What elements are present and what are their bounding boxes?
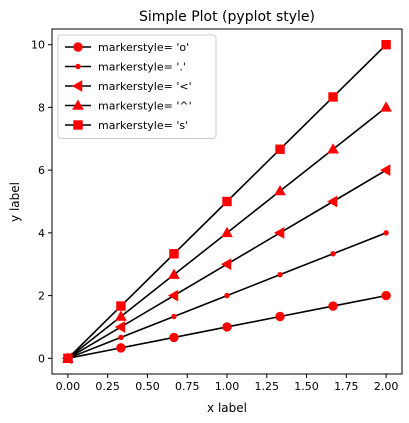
x-tick-label: 0.00 bbox=[56, 380, 81, 393]
y-tick-label: 8 bbox=[38, 101, 45, 114]
x-tick-label: 1.50 bbox=[294, 380, 319, 393]
data-point-circle bbox=[169, 332, 179, 343]
x-tick-label: 1.00 bbox=[215, 380, 240, 393]
legend-box bbox=[57, 34, 217, 139]
x-tick-label: 0.25 bbox=[95, 380, 120, 393]
data-point-square bbox=[222, 196, 232, 207]
x-tick-label: 0.50 bbox=[135, 380, 160, 393]
legend-label: markerstyle= 's' bbox=[98, 119, 188, 132]
data-point-circle bbox=[275, 311, 285, 322]
y-tick-label: 10 bbox=[31, 39, 45, 52]
legend-marker-point bbox=[75, 63, 81, 70]
data-point-triangle-up bbox=[221, 226, 233, 238]
data-point-triangle-up bbox=[168, 268, 180, 279]
data-point-point bbox=[171, 313, 177, 320]
data-point-triangle-left bbox=[167, 289, 179, 302]
y-tick-label: 4 bbox=[38, 227, 45, 240]
data-point-circle bbox=[116, 343, 126, 353]
data-point-square bbox=[381, 39, 391, 50]
legend-marker-circle bbox=[73, 42, 83, 52]
data-point-square bbox=[169, 249, 179, 259]
data-point-triangle-left bbox=[114, 321, 126, 333]
data-point-triangle-up bbox=[380, 101, 392, 112]
x-tick-label: 1.25 bbox=[255, 380, 280, 393]
data-point-triangle-up bbox=[327, 143, 339, 154]
data-point-circle bbox=[222, 322, 232, 332]
y-tick-label: 0 bbox=[38, 352, 45, 365]
data-point-square bbox=[275, 144, 285, 154]
legend-label: markerstyle= '<' bbox=[98, 80, 192, 93]
x-axis-label: x label bbox=[207, 401, 247, 415]
data-point-triangle-up bbox=[115, 310, 127, 321]
x-tick-label: 2.00 bbox=[374, 380, 399, 393]
y-axis-label: y label bbox=[8, 182, 22, 222]
y-tick-label: 2 bbox=[38, 290, 45, 303]
chart-title: Simple Plot (pyplot style) bbox=[139, 9, 315, 25]
x-tick-label: 0.75 bbox=[175, 380, 200, 393]
plot-area: 0.00 0.25 0.50 0.75 1.00 1.25 1.50 1.75 2.00 0 2 4 6… bbox=[31, 28, 403, 393]
data-point-point bbox=[224, 292, 230, 299]
legend-label: markerstyle= '^' bbox=[98, 100, 192, 113]
x-tick-label: 1.75 bbox=[334, 380, 359, 393]
data-point-point bbox=[383, 230, 389, 236]
data-point-triangle-left bbox=[380, 164, 391, 176]
legend-label: markerstyle= '.' bbox=[98, 61, 186, 74]
data-point-square bbox=[328, 92, 338, 102]
data-point-circle bbox=[381, 290, 391, 301]
data-point-point bbox=[277, 271, 283, 278]
data-point-triangle-left bbox=[220, 258, 232, 271]
data-point-point bbox=[118, 334, 124, 341]
legend: markerstyle= 'o' markerstyle= '.' markerst… bbox=[57, 34, 217, 139]
data-point-triangle-left bbox=[327, 195, 338, 208]
legend-marker-triangle-left bbox=[71, 80, 83, 92]
data-point-square bbox=[63, 353, 73, 364]
legend-marker-square bbox=[73, 120, 83, 130]
y-tick-label: 6 bbox=[38, 164, 45, 177]
legend-marker-triangle-up bbox=[72, 99, 84, 110]
data-point-square bbox=[116, 301, 126, 311]
data-point-point bbox=[330, 251, 336, 257]
data-point-triangle-left bbox=[274, 227, 285, 239]
data-point-circle bbox=[328, 301, 338, 311]
legend-label: markerstyle= 'o' bbox=[98, 41, 189, 54]
data-point-triangle-up bbox=[274, 185, 286, 196]
